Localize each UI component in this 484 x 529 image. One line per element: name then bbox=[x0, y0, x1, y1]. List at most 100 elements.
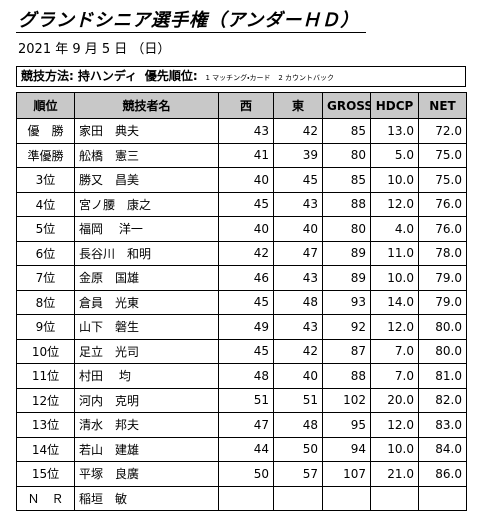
score-cell: 48 bbox=[273, 412, 323, 438]
score-cell: 10.0 bbox=[370, 265, 419, 291]
empty-cell bbox=[322, 485, 371, 511]
score-cell: 43 bbox=[273, 191, 323, 217]
score-cell: 80 bbox=[322, 216, 371, 242]
score-cell: 80 bbox=[322, 142, 371, 168]
score-cell: 43 bbox=[273, 314, 323, 340]
score-cell: 80.0 bbox=[418, 338, 467, 364]
title-underline bbox=[16, 32, 366, 33]
score-cell: 88 bbox=[322, 191, 371, 217]
table-row: 7位 金原 国雄 46 43 89 10.0 79.0 bbox=[16, 265, 467, 291]
name-cell: 宮ノ腰 康之 bbox=[74, 191, 219, 217]
score-cell: 78.0 bbox=[418, 240, 467, 266]
score-cell: 47 bbox=[273, 240, 323, 266]
column-header: HDCP bbox=[370, 92, 419, 119]
score-cell: 42 bbox=[218, 240, 274, 266]
rank-cell: 優 勝 bbox=[16, 118, 75, 144]
score-cell: 45 bbox=[273, 167, 323, 193]
method-label: 競技方法: bbox=[21, 69, 74, 83]
name-cell: 山下 磐生 bbox=[74, 314, 219, 340]
score-cell: 79.0 bbox=[418, 265, 467, 291]
results-table: 順位 競技者名西東 GROSS HDCP NET 優 勝家田 典夫 43 42 85 13.0 7… bbox=[16, 92, 467, 511]
title: グランドシニア選手権（アンダーＨＤ） bbox=[18, 10, 360, 31]
empty-cell bbox=[273, 485, 323, 511]
empty-cell bbox=[418, 485, 467, 511]
name-cell: 若山 建雄 bbox=[74, 436, 219, 462]
method-box: 競技方法: 持ハンディ 優先順位: 1 マッチング・カード 2 カウントバック bbox=[16, 66, 466, 87]
table-row: 10位 足立 光司 45 42 87 7.0 80.0 bbox=[16, 338, 467, 364]
score-cell: 48 bbox=[273, 289, 323, 315]
name-cell: 倉員 光東 bbox=[74, 289, 219, 315]
score-cell: 79.0 bbox=[418, 289, 467, 315]
score-cell: 7.0 bbox=[370, 363, 419, 389]
rank-cell: 9位 bbox=[16, 314, 75, 340]
score-cell: 85 bbox=[322, 167, 371, 193]
column-header: NET bbox=[418, 92, 467, 119]
score-cell: 44 bbox=[218, 436, 274, 462]
rank-cell: 4位 bbox=[16, 191, 75, 217]
score-cell: 7.0 bbox=[370, 338, 419, 364]
score-cell: 89 bbox=[322, 265, 371, 291]
name-cell: 舩橋 憲三 bbox=[74, 142, 219, 168]
name-cell: 福岡 洋一 bbox=[74, 216, 219, 242]
table-row: 11位 村田 均 48 40 88 7.0 81.0 bbox=[16, 363, 467, 389]
score-cell: 86.0 bbox=[418, 461, 467, 487]
rank-cell: 12位 bbox=[16, 387, 75, 413]
score-cell: 92 bbox=[322, 314, 371, 340]
score-cell: 20.0 bbox=[370, 387, 419, 413]
score-cell: 94 bbox=[322, 436, 371, 462]
score-cell: 102 bbox=[322, 387, 371, 413]
score-cell: 89 bbox=[322, 240, 371, 266]
score-cell: 47 bbox=[218, 412, 274, 438]
score-cell: 40 bbox=[218, 167, 274, 193]
score-cell: 12.0 bbox=[370, 191, 419, 217]
column-header: 西 bbox=[218, 92, 274, 119]
score-cell: 14.0 bbox=[370, 289, 419, 315]
score-cell: 10.0 bbox=[370, 436, 419, 462]
rank-cell: 3位 bbox=[16, 167, 75, 193]
score-cell: 82.0 bbox=[418, 387, 467, 413]
column-header: 競技者名 bbox=[74, 92, 219, 119]
score-cell: 43 bbox=[218, 118, 274, 144]
column-header: 順位 bbox=[16, 92, 75, 119]
score-cell: 4.0 bbox=[370, 216, 419, 242]
score-cell: 50 bbox=[218, 461, 274, 487]
table-row: 3位 勝又 昌美 40 45 85 10.0 75.0 bbox=[16, 167, 467, 193]
score-cell: 42 bbox=[273, 338, 323, 364]
score-cell: 40 bbox=[273, 216, 323, 242]
table-row: 6位 長谷川 和明 42 47 89 11.0 78.0 bbox=[16, 240, 467, 266]
rank-cell: 7位 bbox=[16, 265, 75, 291]
score-cell: 75.0 bbox=[418, 167, 467, 193]
table-row: 9位 山下 磐生 49 43 92 12.0 80.0 bbox=[16, 314, 467, 340]
empty-cell bbox=[218, 485, 274, 511]
rank-cell: 14位 bbox=[16, 436, 75, 462]
score-cell: 88 bbox=[322, 363, 371, 389]
rank-cell: 11位 bbox=[16, 363, 75, 389]
table-row: 5位 福岡 洋一 40 40 80 4.0 76.0 bbox=[16, 216, 467, 242]
name-cell: 勝又 昌美 bbox=[74, 167, 219, 193]
score-cell: 50 bbox=[273, 436, 323, 462]
rank-cell: 準優勝 bbox=[16, 142, 75, 168]
score-cell: 45 bbox=[218, 338, 274, 364]
score-cell: 81.0 bbox=[418, 363, 467, 389]
score-cell: 51 bbox=[218, 387, 274, 413]
name-cell: 稲垣 敏 bbox=[74, 485, 219, 511]
rank-cell: 10位 bbox=[16, 338, 75, 364]
score-cell: 40 bbox=[273, 363, 323, 389]
name-cell: 平塚 良廣 bbox=[74, 461, 219, 487]
method-value: 持ハンディ bbox=[77, 69, 137, 83]
date: 2021 年 9 月 5 日 （日） bbox=[18, 42, 171, 57]
rank-cell: 15位 bbox=[16, 461, 75, 487]
score-cell: 51 bbox=[273, 387, 323, 413]
priority-item: 2 カウントバック bbox=[278, 74, 335, 82]
name-cell: 家田 典夫 bbox=[74, 118, 219, 144]
table-row: 4位 宮ノ腰 康之 45 43 88 12.0 76.0 bbox=[16, 191, 467, 217]
score-cell: 12.0 bbox=[370, 412, 419, 438]
rank-cell: 5位 bbox=[16, 216, 75, 242]
table-row: 8位 倉員 光東 45 48 93 14.0 79.0 bbox=[16, 289, 467, 315]
score-cell: 41 bbox=[218, 142, 274, 168]
score-cell: 46 bbox=[218, 265, 274, 291]
priority-item: 1 マッチング・カード bbox=[205, 74, 271, 82]
score-cell: 87 bbox=[322, 338, 371, 364]
score-cell: 83.0 bbox=[418, 412, 467, 438]
